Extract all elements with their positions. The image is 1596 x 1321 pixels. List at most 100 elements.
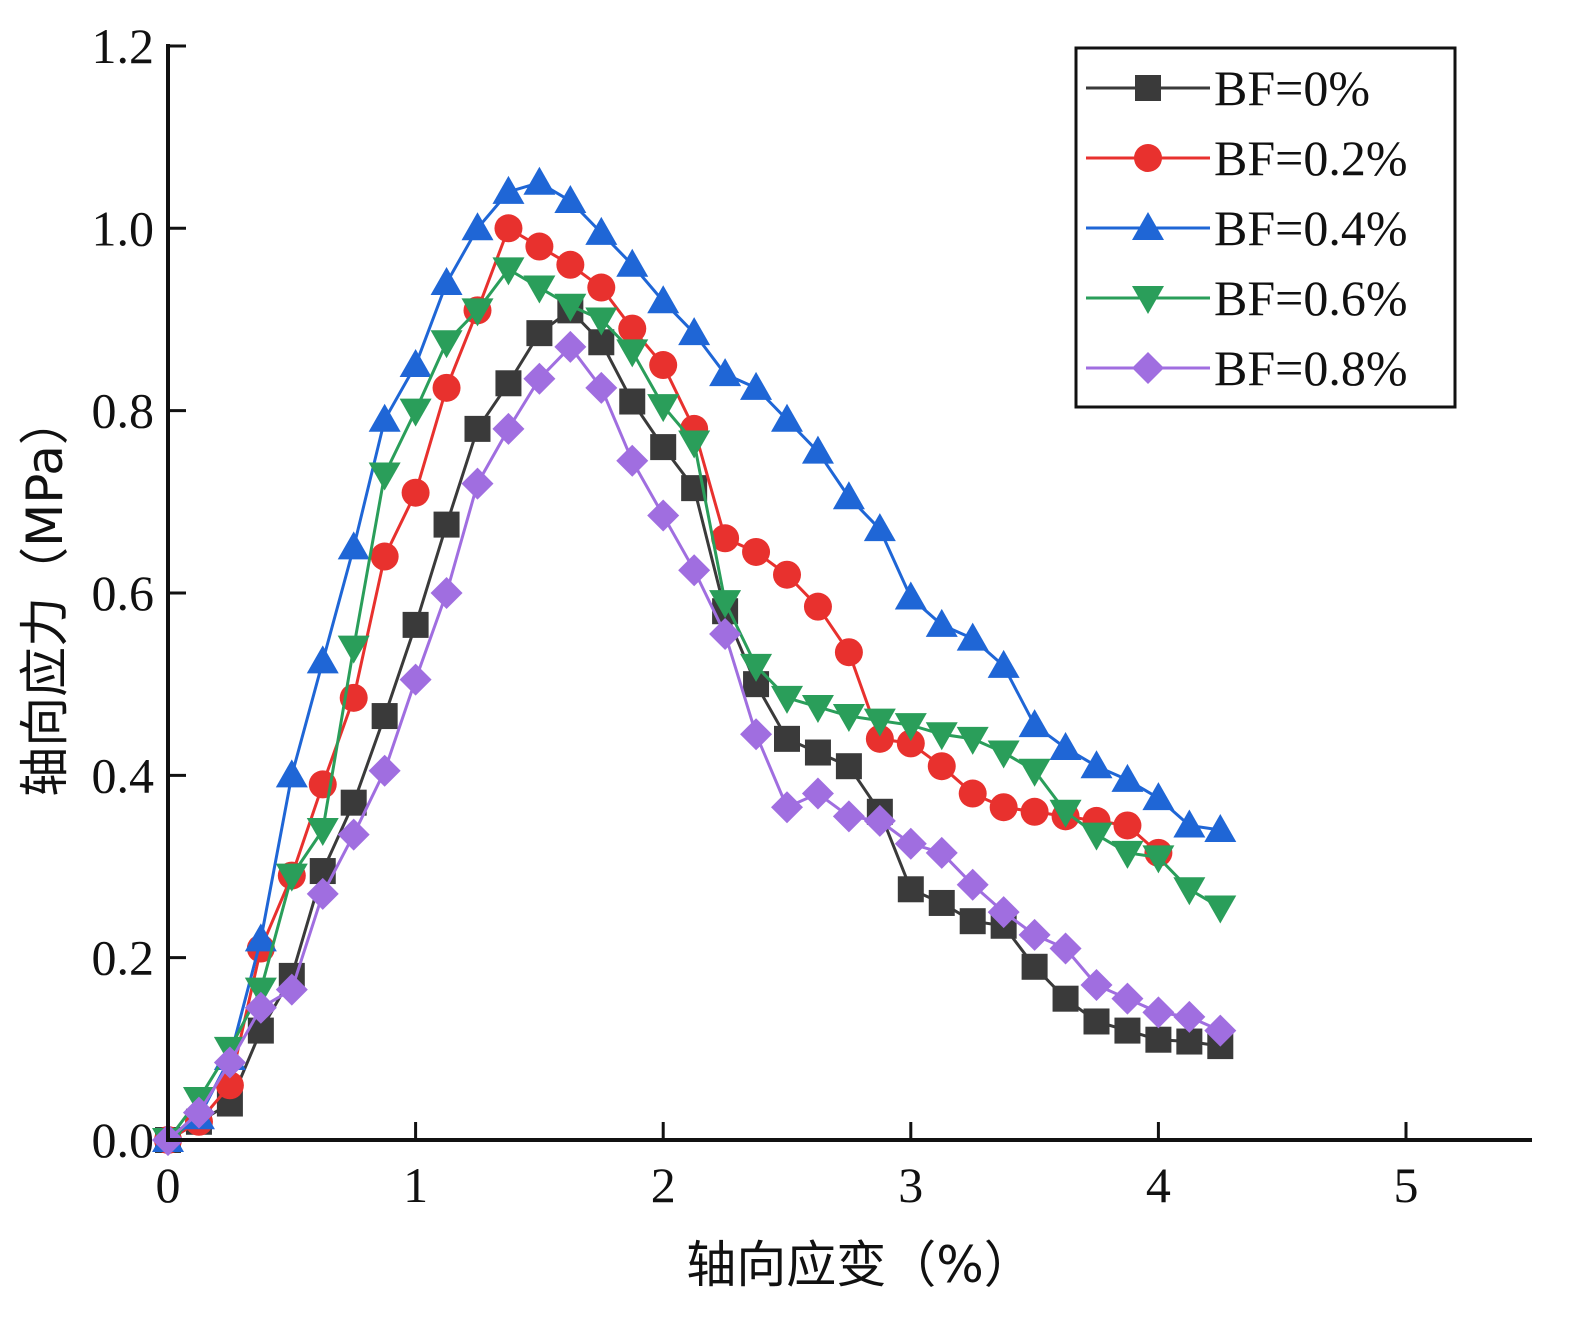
data-point — [494, 214, 523, 243]
data-point — [616, 444, 649, 477]
data-point — [464, 415, 491, 442]
data-point — [647, 285, 680, 314]
legend-label: BF=0.6% — [1214, 270, 1408, 326]
data-point — [1111, 982, 1144, 1015]
data-point — [1113, 811, 1142, 840]
data-point — [894, 713, 927, 742]
data-point — [585, 307, 618, 336]
data-point — [244, 991, 277, 1024]
data-point — [1114, 1017, 1141, 1044]
legend-items: BF=0% BF=0.2% BF=0.4% BF=0.6% BF=0.8% — [1086, 60, 1408, 396]
data-point — [1173, 1000, 1206, 1033]
data-point — [461, 298, 494, 327]
data-point — [709, 358, 742, 387]
data-point — [461, 212, 494, 241]
legend-label: BF=0% — [1214, 60, 1370, 116]
data-point — [740, 718, 773, 751]
data-point — [182, 1096, 215, 1129]
data-point — [863, 708, 896, 737]
data-point — [959, 908, 986, 935]
data-point — [554, 293, 587, 322]
data-point — [1111, 763, 1144, 792]
data-point — [401, 478, 430, 507]
data-point — [244, 923, 277, 952]
data-point — [1049, 731, 1082, 760]
data-point — [371, 703, 398, 730]
legend-marker — [1132, 352, 1164, 384]
data-point — [897, 876, 924, 903]
data-point — [433, 511, 460, 538]
data-point — [1204, 1014, 1237, 1047]
data-point — [771, 791, 803, 824]
data-point — [925, 722, 958, 751]
data-point — [928, 889, 955, 916]
data-point — [925, 608, 958, 637]
data-point — [492, 175, 525, 204]
data-point — [275, 863, 308, 892]
data-point — [461, 467, 494, 500]
data-point — [774, 725, 800, 752]
data-point — [801, 694, 834, 723]
y-axis-title: 轴向应力（MPa） — [16, 395, 74, 797]
data-point — [1145, 1026, 1172, 1053]
data-point — [275, 759, 308, 788]
legend-label: BF=0.4% — [1214, 200, 1408, 256]
data-point — [1111, 840, 1144, 869]
data-point — [337, 818, 370, 851]
data-point — [587, 273, 616, 302]
data-point — [1142, 782, 1175, 811]
series-4 — [152, 330, 1237, 1156]
x-tick-label: 4 — [1146, 1157, 1171, 1213]
data-point — [925, 836, 958, 869]
y-tick-label: 1.2 — [92, 18, 155, 74]
legend-label: BF=0.2% — [1214, 130, 1408, 186]
y-tick-label: 0.6 — [92, 565, 155, 621]
data-point — [523, 275, 556, 304]
data-point — [678, 317, 711, 346]
data-point — [616, 339, 649, 368]
legend-item: BF=0.6% — [1086, 270, 1408, 326]
data-point — [863, 804, 896, 837]
data-point — [709, 618, 742, 651]
x-tick-label: 2 — [651, 1157, 676, 1213]
data-point — [1049, 932, 1082, 965]
data-point — [244, 977, 277, 1006]
data-point — [399, 349, 432, 378]
data-point — [1018, 758, 1051, 787]
data-point — [1173, 877, 1206, 906]
data-point — [989, 793, 1018, 822]
data-point — [432, 373, 461, 402]
data-point — [678, 554, 711, 587]
data-point — [306, 818, 339, 847]
data-point — [399, 398, 432, 427]
data-point — [337, 635, 370, 664]
data-point — [492, 412, 525, 445]
data-point — [649, 351, 678, 380]
data-point — [1142, 996, 1175, 1029]
data-point — [430, 267, 463, 296]
data-point — [554, 330, 587, 363]
data-point — [832, 704, 865, 733]
data-point — [956, 868, 989, 901]
legend-label: BF=0.8% — [1214, 340, 1408, 396]
data-point — [306, 645, 339, 674]
data-point — [1021, 953, 1048, 980]
data-point — [1204, 895, 1237, 924]
series-2 — [152, 166, 1237, 1152]
data-point — [1020, 797, 1049, 826]
x-tick-label: 5 — [1394, 1157, 1419, 1213]
data-point — [678, 430, 711, 459]
data-point — [340, 789, 367, 816]
legend-item: BF=0.8% — [1086, 340, 1408, 396]
data-point — [337, 531, 370, 560]
legend-item: BF=0.2% — [1086, 130, 1408, 186]
legend-marker — [1132, 212, 1164, 240]
series-1 — [154, 214, 1173, 1154]
data-point — [368, 403, 401, 432]
data-point — [740, 653, 773, 682]
data-point — [275, 973, 308, 1006]
data-point — [647, 394, 680, 423]
data-point — [1049, 799, 1082, 828]
data-point — [958, 779, 987, 808]
